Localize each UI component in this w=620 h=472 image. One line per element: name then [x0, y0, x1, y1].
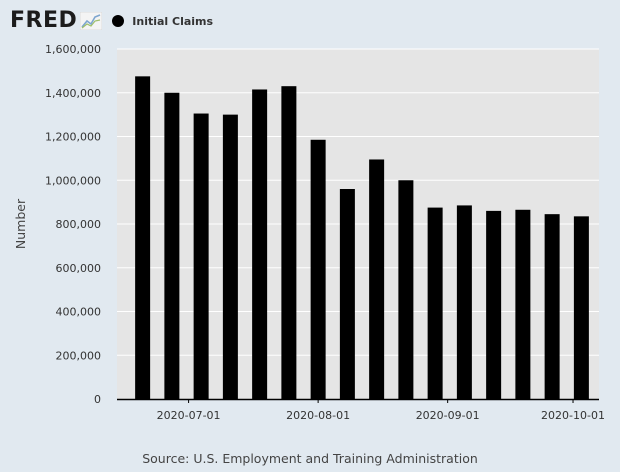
y-tick-label: 0 [94, 393, 101, 406]
y-tick-label: 600,000 [56, 262, 102, 275]
y-tick-label: 800,000 [56, 218, 102, 231]
bar [222, 114, 238, 400]
y-axis-label: Number [13, 198, 28, 249]
bar [369, 159, 385, 399]
y-tick-label: 1,600,000 [45, 43, 101, 56]
bar [427, 207, 443, 399]
y-tick-label: 1,200,000 [45, 131, 101, 144]
bar [398, 180, 414, 399]
bar [339, 189, 355, 399]
bar [544, 214, 560, 399]
bar [281, 86, 297, 399]
y-tick-label: 400,000 [56, 306, 102, 319]
legend-swatch [112, 15, 125, 27]
bar [515, 209, 531, 399]
bar [486, 210, 502, 400]
source-note: Source: U.S. Employment and Training Adm… [142, 451, 478, 466]
bar [573, 216, 589, 399]
x-tick-label: 2020-08-01 [286, 409, 350, 422]
x-tick-label: 2020-09-01 [416, 409, 480, 422]
x-tick-label: 2020-07-01 [157, 409, 221, 422]
x-tick-label: 2020-10-01 [541, 409, 605, 422]
bar [310, 139, 326, 399]
fred-logo: FRED [10, 8, 78, 33]
trend-line-icon [80, 12, 103, 30]
bar [456, 205, 472, 399]
bar [252, 89, 268, 399]
y-tick-label: 200,000 [56, 349, 102, 362]
bar [135, 76, 151, 399]
legend-label: Initial Claims [132, 14, 214, 28]
chart-legend: Initial Claims [112, 15, 213, 28]
y-tick-label: 1,000,000 [45, 174, 101, 187]
bar [193, 113, 209, 399]
bar [164, 92, 180, 399]
chart-header: FRED Initial Claims [10, 8, 213, 34]
y-tick-label: 1,400,000 [45, 87, 101, 100]
